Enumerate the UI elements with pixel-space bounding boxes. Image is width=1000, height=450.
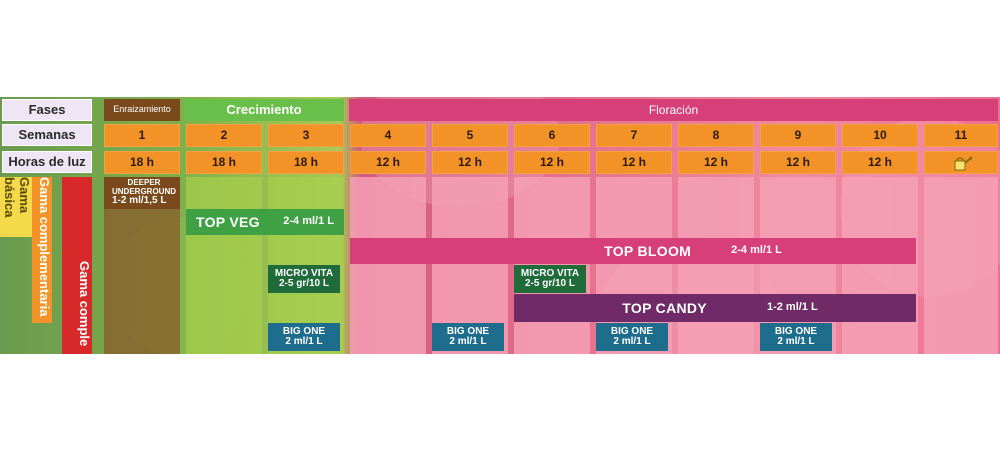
product-top-veg: TOP VEG 2-4 ml/1 L [186,209,344,235]
light-hours-cell: 18 h [268,151,344,174]
product-name: BIG ONE [774,325,818,337]
light-hours-cell: 12 h [514,151,590,174]
week-cell: 6 [514,124,590,147]
week-cell: 4 [350,124,426,147]
light-hours-cell: 12 h [350,151,426,174]
week10-column [842,177,918,354]
product-top-bloom: TOP BLOOM 2-4 ml/1 L [350,238,916,264]
label-light-hours: Horas de luz [2,151,92,173]
light-hours-cell: 12 h [678,151,754,174]
product-micro-vita: MICRO VITA 2-5 gr/10 L [514,265,586,293]
product-dose: 2 ml/1 L [285,336,323,347]
week-cell: 2 [186,124,262,147]
product-name: TOP CANDY [622,299,707,316]
product-name: DEEPER UNDERGROUND [112,178,176,196]
watering-can-icon [954,156,972,170]
week8-column [678,177,754,354]
light-hours-cell: 18 h [104,151,180,174]
product-name: TOP BLOOM [604,242,692,259]
light-hours-cell: 12 h [432,151,508,174]
light-hours-cell: 18 h [186,151,262,174]
range-complementary-label: Gama complementaria [32,177,52,323]
week-cell: 3 [268,124,344,147]
product-big-one: BIG ONE 2 ml/1 L [432,323,504,351]
product-name: MICRO VITA [520,267,580,279]
product-dose: 1-2 ml/1 L [766,301,818,314]
product-name: BIG ONE [446,325,490,337]
product-dose: 1-2 ml/1,5 L [112,195,167,207]
product-name: BIG ONE [610,325,654,337]
product-dose: 2 ml/1 L [449,336,487,347]
week4-column [350,177,426,354]
week-cell: 7 [596,124,672,147]
phase-flowering: Floración [349,99,998,121]
week-cell: 10 [842,124,918,147]
range-complete-label: Gama comple [62,177,92,354]
week-cell: 5 [432,124,508,147]
label-phases: Fases [2,99,92,121]
product-name: TOP VEG [196,213,260,230]
light-hours-cell: 12 h [596,151,672,174]
feeding-chart: Fases Semanas Horas de luz Enraizamiento… [0,97,1000,354]
week2-column [186,177,262,354]
range-basic-label: Gama básica [0,177,32,237]
week11-column [924,177,998,354]
product-name: MICRO VITA [274,267,334,279]
product-name: BIG ONE [282,325,326,337]
product-dose: 2-5 gr/10 L [524,278,576,289]
product-big-one: BIG ONE 2 ml/1 L [760,323,832,351]
week-cell: 11 [924,124,998,147]
product-top-candy: TOP CANDY 1-2 ml/1 L [514,294,916,322]
product-big-one: BIG ONE 2 ml/1 L [596,323,668,351]
product-deeper-underground: DEEPER UNDERGROUND 1-2 ml/1,5 L [104,177,180,209]
product-dose: 2-4 ml/1 L [731,244,782,257]
phase-rooting: Enraizamiento [104,99,180,121]
watering-can-cell [924,151,998,174]
product-dose: 2 ml/1 L [777,336,815,347]
product-micro-vita: MICRO VITA 2-5 gr/10 L [268,265,340,293]
product-dose: 2-5 gr/10 L [278,278,330,289]
phase-growth: Crecimiento [184,99,344,121]
product-dose: 2-4 ml/1 L [283,215,334,228]
week-cell: 1 [104,124,180,147]
light-hours-cell: 12 h [842,151,918,174]
week-cell: 8 [678,124,754,147]
light-hours-cell: 12 h [760,151,836,174]
week-cell: 9 [760,124,836,147]
product-big-one: BIG ONE 2 ml/1 L [268,323,340,351]
label-weeks: Semanas [2,124,92,146]
product-dose: 2 ml/1 L [613,336,651,347]
